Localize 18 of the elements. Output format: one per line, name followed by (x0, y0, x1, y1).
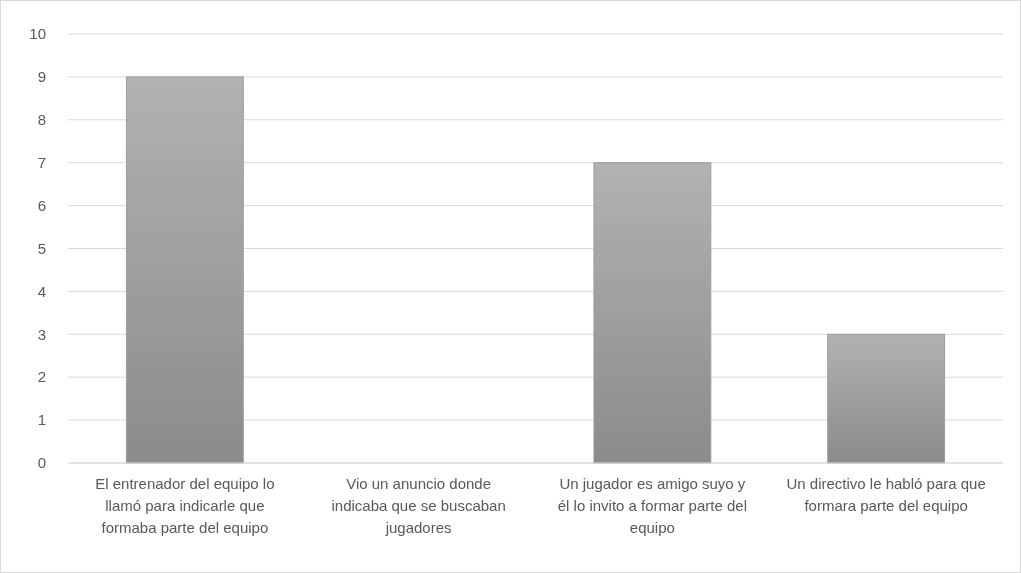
y-tick-label: 8 (37, 111, 46, 129)
y-tick-label: 4 (37, 282, 46, 300)
y-tick-label: 1 (37, 411, 46, 429)
y-tick-label: 7 (37, 153, 46, 171)
y-tick-label: 10 (29, 25, 46, 43)
bar (593, 162, 712, 464)
y-tick-label: 3 (37, 325, 46, 343)
bar (827, 333, 946, 464)
bar (125, 76, 244, 464)
y-tick-label: 9 (37, 68, 46, 86)
y-tick-label: 0 (37, 454, 46, 472)
x-tick-label: Vio un anuncio donde indicaba que se buscaban jugadores (331, 475, 506, 536)
x-tick-label: El entrenador del equipo lo llamó para indicarle que formaba parte del equipo (95, 475, 275, 536)
x-tick-label: Un jugador es amigo suyo y él lo invito a formar parte del equipo (557, 475, 748, 536)
y-tick-label: 5 (37, 239, 46, 257)
y-tick-label: 2 (37, 368, 46, 386)
y-tick-label: 6 (37, 196, 46, 214)
x-tick-label: Un directivo le habló para que formara parte del equipo (786, 475, 986, 514)
